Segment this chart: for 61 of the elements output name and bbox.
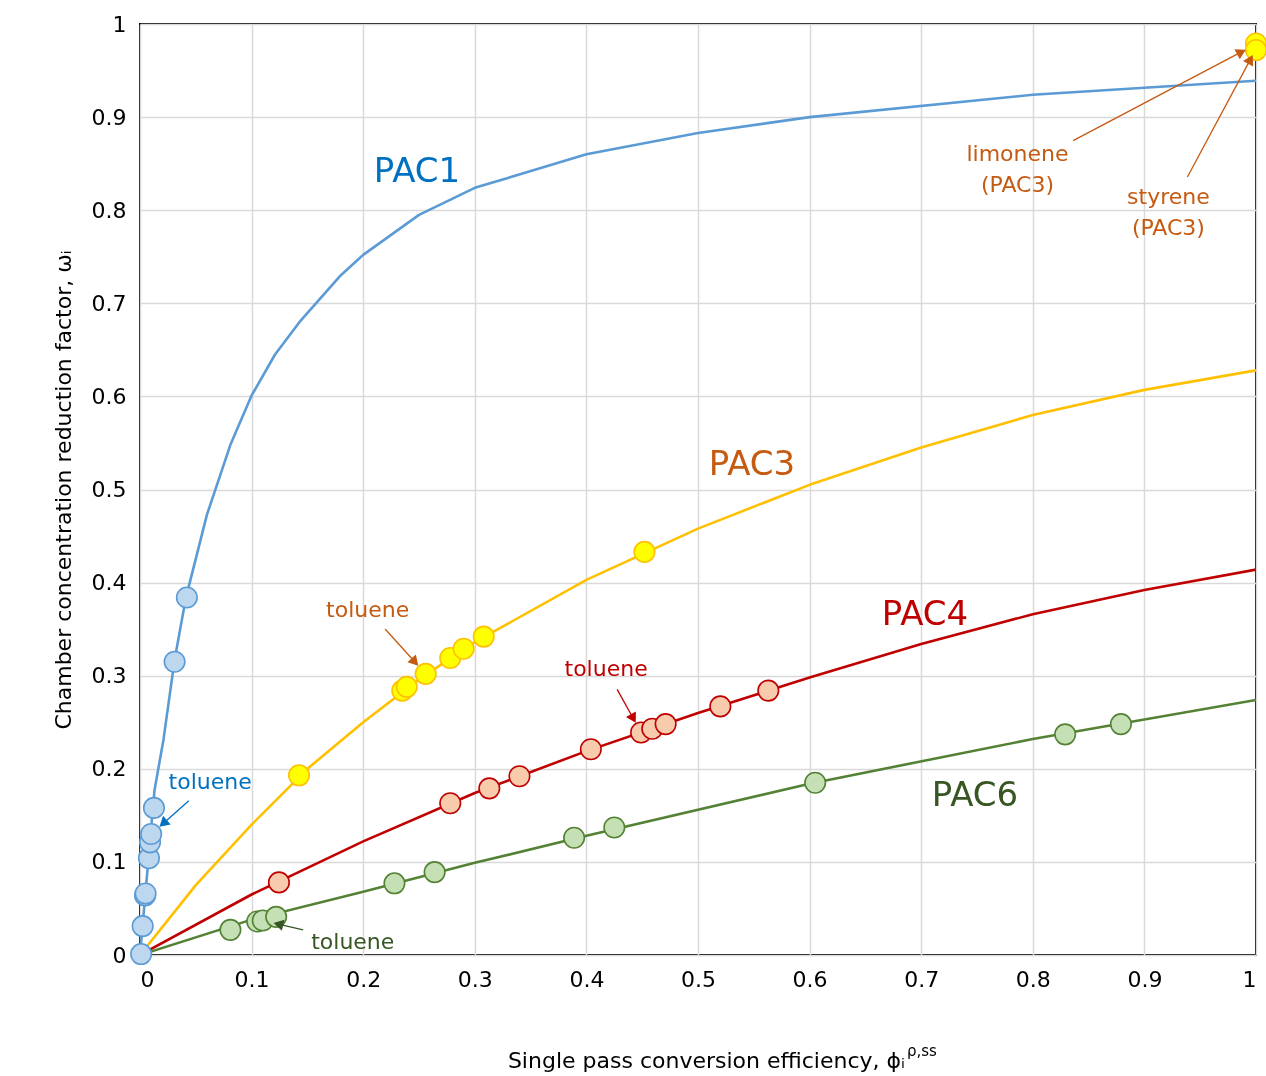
y-tick-label: 0.3 [91, 663, 127, 689]
point [219, 918, 242, 941]
y-tick-label: 0.7 [91, 290, 127, 316]
annotation: limonene (PAC3) [966, 141, 1069, 198]
point [472, 625, 495, 648]
point [579, 738, 602, 761]
point [423, 861, 446, 884]
point [452, 637, 475, 660]
x-tick-label: 0 [140, 966, 155, 992]
series-label: PAC4 [881, 593, 969, 633]
y-tick-label: 0.8 [91, 197, 127, 223]
point [563, 826, 586, 849]
y-axis-title: Chamber concentration reduction factor, ωᵢ [50, 250, 76, 730]
annotation: toluene [311, 928, 395, 954]
point [633, 540, 656, 563]
point [508, 765, 531, 788]
point [478, 777, 501, 800]
point [654, 713, 677, 736]
x-tick-label: 0.1 [234, 966, 270, 992]
point [142, 796, 165, 819]
y-tick-label: 0.4 [91, 570, 127, 596]
x-tick-label: 0.5 [681, 966, 716, 992]
x-tick-label: 0.7 [904, 966, 940, 992]
annotation: toluene [168, 768, 252, 794]
y-tick-label: 0 [112, 942, 127, 968]
x-tick-label: 0.9 [1127, 966, 1163, 992]
point [383, 872, 406, 895]
point [709, 695, 732, 718]
point [140, 822, 163, 845]
point [287, 764, 311, 787]
point [1054, 723, 1077, 746]
x-tick-label: 0.6 [792, 966, 828, 992]
point [757, 679, 780, 702]
x-tick-label: 0.4 [569, 966, 605, 992]
point [414, 662, 437, 685]
y-tick-label: 0.1 [91, 849, 127, 875]
y-tick-label: 1 [112, 11, 127, 37]
x-tick-label: 0.8 [1015, 966, 1051, 992]
y-tick-label: 0.5 [91, 477, 127, 502]
x-tick-label: 1 [1242, 966, 1257, 992]
point [130, 943, 153, 966]
y-tick-label: 0.2 [91, 756, 127, 782]
series-label: PAC1 [373, 150, 461, 190]
point [131, 915, 154, 938]
point [1244, 39, 1266, 62]
annotation: styrene (PAC3) [1127, 183, 1210, 240]
point [163, 650, 186, 673]
y-tick-label: 0.9 [91, 104, 127, 130]
point [1109, 713, 1133, 736]
x-tick-label: 0.3 [457, 966, 493, 992]
y-tick-label: 0.6 [91, 383, 127, 409]
point [175, 586, 198, 609]
point [267, 871, 290, 894]
series-label: PAC3 [708, 443, 796, 483]
point [439, 792, 462, 815]
series-label: PAC6 [931, 774, 1019, 814]
point [804, 771, 827, 794]
annotation: toluene [326, 596, 410, 622]
x-tick-label: 0.2 [346, 966, 382, 992]
annotation: toluene [564, 656, 648, 682]
point [603, 816, 626, 839]
